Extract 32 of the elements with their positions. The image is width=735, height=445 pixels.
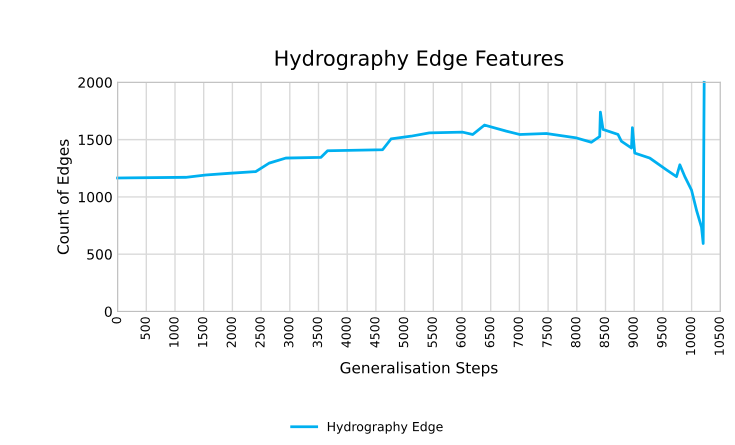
y-tick-label: 500 — [87, 249, 112, 260]
x-tick-label: 2000 — [226, 317, 236, 348]
x-tick-label: 5000 — [398, 317, 408, 348]
y-tick-label: 2000 — [78, 77, 112, 88]
x-tick-label: 6500 — [484, 317, 494, 348]
x-tick-label: 10000 — [686, 317, 696, 355]
x-tick-label: 6000 — [456, 317, 466, 348]
line-series — [116, 80, 706, 245]
x-tick-label: 1500 — [198, 317, 208, 347]
x-axis-title: Generalisation Steps — [340, 362, 498, 376]
x-tick-label: 3000 — [284, 317, 294, 348]
legend-label: Hydrography Edge — [328, 422, 443, 434]
x-tick-label: 500 — [140, 317, 150, 340]
x-tick-label: 5500 — [427, 317, 437, 348]
x-tick-label: 2500 — [255, 317, 265, 348]
x-tick-label: 4500 — [370, 317, 380, 348]
x-tick-label: 7500 — [542, 317, 552, 348]
y-axis-title: Count of Edges — [57, 140, 72, 254]
x-tick-label: 9000 — [628, 317, 638, 348]
x-tick-label: 9500 — [657, 317, 667, 348]
x-tick-label: 8500 — [600, 317, 610, 348]
x-tick-label: 1000 — [169, 317, 179, 347]
x-tick-label: 7000 — [514, 317, 524, 348]
y-tick-label: 1000 — [78, 192, 112, 202]
x-tick-label: 3500 — [312, 317, 322, 348]
chart-title: Hydrography Edge Features — [276, 50, 564, 70]
x-tick-label: 0 — [112, 317, 122, 324]
x-tick-label: 10500 — [714, 317, 724, 355]
y-tick-label: 0 — [104, 306, 112, 317]
x-tick-label: 4000 — [341, 317, 351, 348]
x-tick-label: 8000 — [570, 317, 580, 348]
y-tick-label: 1500 — [78, 134, 112, 146]
